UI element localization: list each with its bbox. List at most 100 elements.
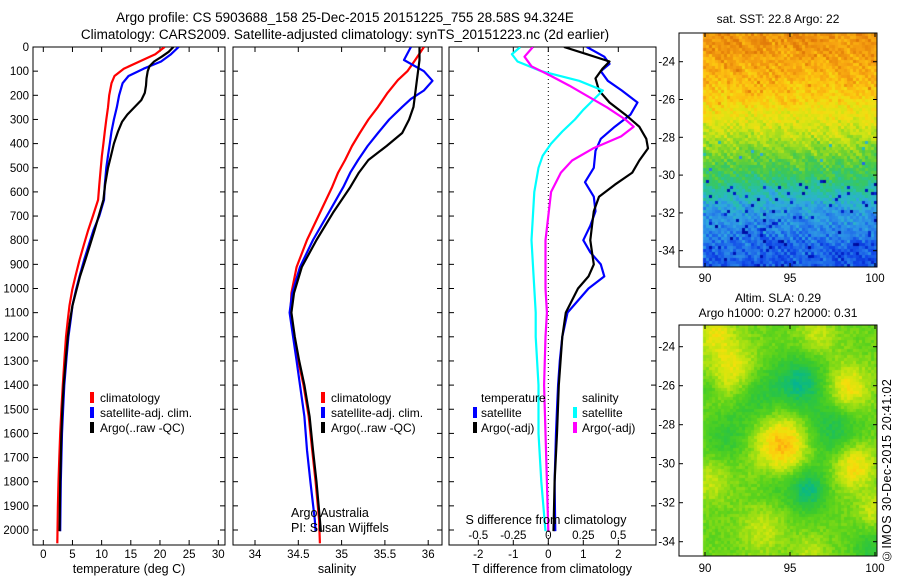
x-tick-label: 35	[335, 549, 348, 561]
x-tick-label: 1	[580, 549, 586, 561]
y-tick-label: 200	[10, 90, 29, 102]
curve-argo-raw	[290, 47, 421, 532]
sla-map-axes: 90 95 100 -24 -26 -28 -30 -32 -34	[658, 324, 885, 575]
curve-climatology	[56, 47, 166, 544]
lon-tick-label: 90	[699, 563, 712, 575]
curve-climatology	[289, 47, 425, 544]
curve-s-diff-argo-adj	[523, 47, 635, 532]
curve-satellite-adj-clim	[59, 47, 180, 532]
x-tick-label: 10	[95, 549, 108, 561]
y-tick-label: 1900	[3, 501, 29, 513]
y-tick-label: 1000	[3, 284, 29, 296]
lat-tick-label: -34	[658, 537, 675, 549]
y-tick-label: 100	[10, 66, 29, 78]
x-tick-label: 34.5	[287, 549, 309, 561]
sla-map-subtitle: Argo h1000: 0.27 h2000: 0.31	[698, 306, 858, 320]
curves	[56, 47, 180, 544]
imos-watermark: ©IMOS 30-Dec-2015 20:41:02	[880, 378, 894, 563]
curve-s-diff-satellite	[510, 47, 605, 532]
curves	[510, 47, 650, 532]
lon-tick-label: 95	[784, 563, 797, 575]
lon-tick-label: 95	[784, 273, 797, 285]
x-tick-label: 35.5	[374, 549, 396, 561]
sst-map-axes: 90 95 100 -24 -26 -28 -30 -32 -34	[658, 32, 885, 285]
legend-header: temperature	[481, 391, 546, 405]
x-tick-label: 15	[124, 549, 137, 561]
y-axis	[33, 46, 225, 531]
legend-label: Argo(..raw -QC)	[331, 421, 416, 435]
y-axis	[233, 46, 442, 531]
x-tick-label: 5	[69, 549, 75, 561]
lat-tick-label: -30	[658, 170, 675, 182]
map-ticks	[679, 325, 877, 556]
y-tick-label: 1300	[3, 356, 29, 368]
y-tick-label: 1800	[3, 477, 29, 489]
y-tick-label: 700	[10, 211, 29, 223]
legend-label: Argo(-adj)	[582, 421, 635, 435]
legend-label: Argo(..raw -QC)	[100, 421, 185, 435]
lat-tick-label: -26	[658, 95, 675, 107]
y-tick-label: 900	[10, 259, 29, 271]
x-tick-label: 20	[154, 549, 167, 561]
map-ticks	[679, 33, 877, 267]
legend-label: satellite	[481, 406, 522, 420]
figure-title: Argo profile: CS 5903688_158 25-Dec-2015…	[116, 10, 574, 25]
y-axis	[449, 46, 656, 531]
y-tick-label: 500	[10, 163, 29, 175]
legend-label: climatology	[100, 391, 160, 405]
salinity-panel: 34 34.5 35 35.5 36 salinity climatologysatelli…	[232, 46, 443, 576]
s-tick-label: 0	[545, 530, 551, 542]
y-tick-label: 1500	[3, 404, 29, 416]
y-tick-label: 400	[10, 139, 29, 151]
legend-marker-argo-raw-qc	[321, 422, 325, 433]
x-axis	[477, 47, 619, 545]
x-tick-label: 0	[40, 549, 46, 561]
lat-tick-label: -24	[658, 342, 675, 354]
y-tick-label: 800	[10, 235, 29, 247]
x-tick-label: 30	[212, 549, 225, 561]
legend-marker-satellite-adj-clim	[90, 407, 94, 418]
temperature-panel: 0 5 10 15 20 25 300100200300400500600700800900…	[3, 42, 226, 576]
lat-tick-label: -28	[658, 132, 675, 144]
sst-map-title: sat. SST: 22.8 Argo: 22	[716, 12, 840, 26]
legend-label: climatology	[331, 391, 391, 405]
lat-tick-label: -34	[658, 246, 675, 258]
y-tick-label: 1200	[3, 332, 29, 344]
y-tick-label: 2000	[3, 525, 29, 537]
curves	[288, 47, 434, 544]
axes-box	[32, 46, 226, 546]
y-tick-label: 300	[10, 114, 29, 126]
y-tick-label: 1700	[3, 453, 29, 465]
x-axis-label: T difference from climatology	[472, 562, 633, 576]
legend-marker-climatology	[90, 392, 94, 403]
legend-marker-temperature-satellite	[473, 407, 477, 418]
lat-tick-label: -28	[658, 420, 675, 432]
axes-box	[678, 324, 878, 557]
y-tick-label: 600	[10, 187, 29, 199]
y-tick-label: 1400	[3, 380, 29, 392]
pi-annotation-line2: PI: Susan Wijffels	[291, 521, 389, 535]
s-tick-label: 0.25	[572, 530, 594, 542]
x-tick-label: 36	[422, 549, 435, 561]
legend-label: satellite	[582, 406, 623, 420]
x-axis-label: temperature (deg C)	[73, 562, 186, 576]
lat-tick-label: -32	[658, 208, 675, 220]
s-diff-label: S difference from climatology	[466, 513, 628, 527]
x-tick-label: 0	[545, 549, 551, 561]
legend-marker-climatology	[321, 392, 325, 403]
lat-tick-label: -32	[658, 498, 675, 510]
s-tick-label: -0.25	[500, 530, 526, 542]
pi-annotation-line1: Argo Australia	[291, 506, 369, 520]
lon-tick-label: 90	[699, 273, 712, 285]
lat-tick-label: -24	[658, 57, 675, 69]
legend-marker-satellite-adj-clim	[321, 407, 325, 418]
x-tick-label: 25	[183, 549, 196, 561]
lon-tick-label: 100	[865, 563, 884, 575]
axes-box	[448, 46, 657, 546]
